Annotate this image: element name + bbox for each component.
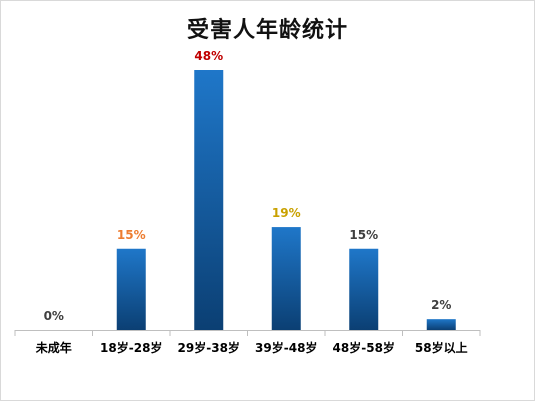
x-axis [14, 330, 481, 336]
chart-title: 受害人年龄统计 [186, 17, 348, 43]
bar [349, 248, 379, 330]
data-label: 2% [431, 298, 451, 312]
tick-labels-group: 未成年 18岁-28岁 29岁-38岁 39岁-48岁 48岁-58岁 58岁以上 [35, 340, 468, 355]
data-labels-group: 0% 15% 48% 19% 15% 2% [44, 49, 452, 323]
tick-label: 29岁-38岁 [178, 340, 240, 355]
bar [194, 70, 224, 330]
tick-label: 39岁-48岁 [255, 340, 317, 355]
tick-label: 48岁-58岁 [333, 340, 395, 355]
tick-label: 18岁-28岁 [100, 340, 162, 355]
bars-group [116, 70, 456, 330]
data-label: 48% [194, 49, 223, 63]
data-label: 0% [44, 309, 64, 323]
bar [271, 227, 301, 330]
data-label: 19% [272, 206, 301, 220]
tick-label: 58岁以上 [415, 340, 468, 355]
data-label: 15% [117, 228, 146, 242]
data-label: 15% [349, 228, 378, 242]
tick-label: 未成年 [35, 340, 72, 355]
bar [426, 319, 456, 330]
bar [116, 248, 146, 330]
